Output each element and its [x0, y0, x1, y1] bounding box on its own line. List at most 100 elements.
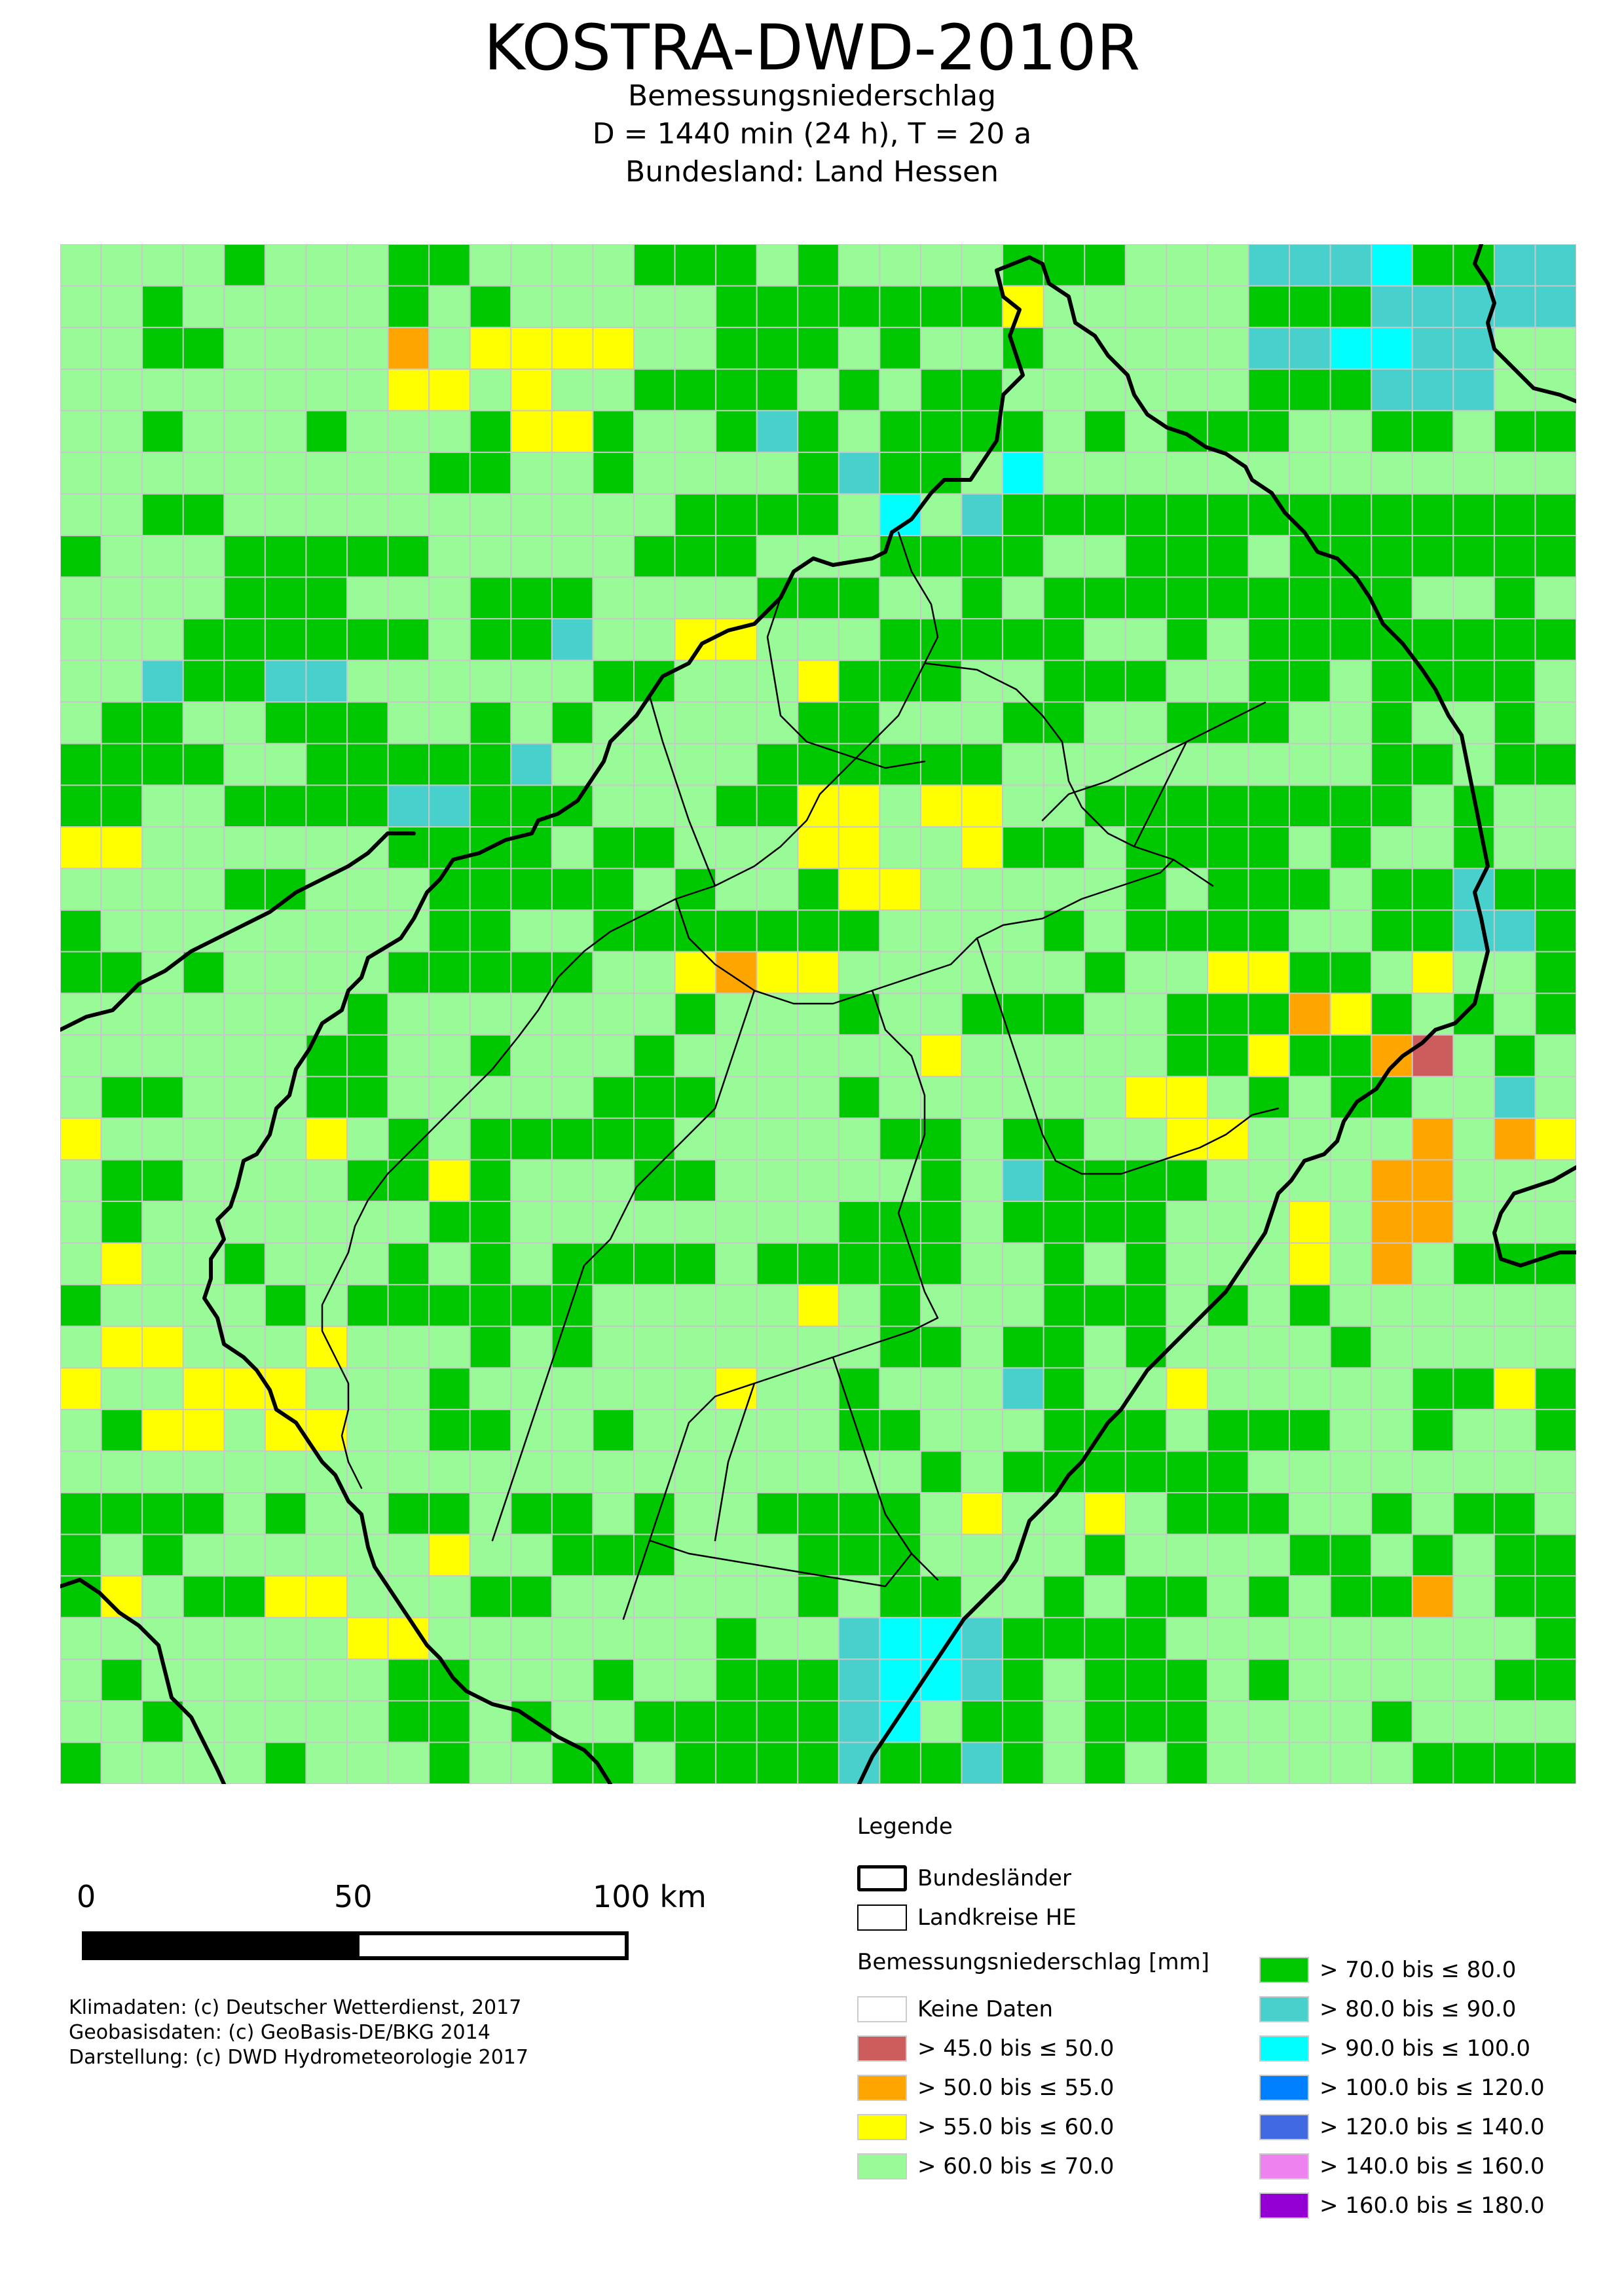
grid-cell	[633, 494, 676, 536]
scalebar-filled-segment	[86, 1935, 360, 1956]
grid-cell	[1371, 1118, 1413, 1160]
grid-cell	[674, 1617, 716, 1660]
grid-cell	[1330, 410, 1372, 453]
grid-cell	[716, 285, 758, 328]
grid-cell	[511, 1034, 553, 1077]
grid-cell	[1166, 1451, 1208, 1493]
grid-cell	[1412, 702, 1454, 744]
grid-cell	[346, 1118, 389, 1160]
grid-cell	[306, 535, 348, 578]
legend-label: > 80.0 bis ≤ 90.0	[1320, 1996, 1517, 2022]
grid-cell	[756, 1285, 798, 1327]
grid-cell	[1412, 285, 1454, 328]
grid-cell	[511, 619, 553, 661]
grid-cell	[1371, 660, 1413, 702]
grid-cell	[346, 1076, 389, 1119]
grid-cell	[265, 1201, 306, 1244]
grid-cell	[798, 910, 840, 953]
grid-cell	[1289, 1742, 1331, 1784]
grid-cell	[142, 1617, 184, 1660]
grid-cell	[961, 452, 1003, 494]
grid-cell	[1494, 494, 1536, 536]
grid-cell	[470, 1451, 511, 1493]
grid-cell	[1248, 369, 1290, 411]
grid-cell	[470, 327, 511, 370]
grid-cell	[388, 702, 430, 744]
grid-cell	[716, 452, 758, 494]
grid-cell	[798, 244, 840, 287]
grid-cell	[306, 1742, 348, 1784]
legend-swatch	[1259, 1957, 1309, 1983]
grid-cell	[1371, 1159, 1413, 1202]
grid-cell	[1166, 868, 1208, 911]
grid-cell	[60, 577, 102, 619]
grid-cell	[1412, 452, 1454, 494]
grid-cell	[1043, 1576, 1085, 1618]
grid-cell	[716, 785, 758, 828]
grid-cell	[306, 1159, 348, 1202]
grid-cell	[388, 1076, 430, 1119]
grid-cell	[1494, 1742, 1536, 1784]
grid-cell	[551, 1451, 593, 1493]
grid-cell	[306, 951, 348, 994]
grid-cell	[674, 1201, 716, 1244]
grid-cell	[511, 1742, 553, 1784]
grid-cell	[1371, 369, 1413, 411]
grid-cell	[593, 1534, 635, 1576]
grid-cell	[633, 785, 676, 828]
grid-cell	[346, 577, 389, 619]
grid-cell	[1084, 1493, 1126, 1535]
grid-cell	[1330, 826, 1372, 869]
grid-cell	[756, 619, 798, 661]
grid-cell	[1248, 1368, 1290, 1410]
grid-cell	[346, 494, 389, 536]
grid-cell	[388, 1493, 430, 1535]
grid-cell	[798, 993, 840, 1036]
grid-cell	[183, 1700, 225, 1743]
grid-cell	[1043, 951, 1085, 994]
grid-cell	[633, 1368, 676, 1410]
grid-cell	[1003, 410, 1044, 453]
grid-cell	[798, 327, 840, 370]
grid-cell	[429, 1034, 471, 1077]
grid-cell	[879, 1243, 921, 1285]
grid-cell	[756, 244, 798, 287]
grid-cell	[593, 743, 635, 786]
grid-cell	[674, 785, 716, 828]
grid-cell	[306, 1243, 348, 1285]
grid-cell	[511, 1368, 553, 1410]
grid-cell	[716, 1285, 758, 1327]
legend-value-header: Bemessungsniederschlag [mm]	[857, 1949, 1209, 1975]
grid-cell	[838, 1326, 880, 1368]
grid-cell	[879, 702, 921, 744]
grid-cell	[798, 1285, 840, 1327]
grid-cell	[674, 369, 716, 411]
grid-cell	[1125, 1617, 1167, 1660]
grid-cell	[1207, 868, 1249, 911]
grid-cell	[1494, 826, 1536, 869]
grid-cell	[306, 868, 348, 911]
grid-cell	[1330, 1534, 1372, 1576]
map-duration-return-period: D = 1440 min (24 h), T = 20 a	[592, 117, 1032, 151]
grid-cell	[224, 1285, 266, 1327]
grid-cell	[838, 619, 880, 661]
grid-cell	[470, 1243, 511, 1285]
grid-cell	[346, 868, 389, 911]
grid-cell	[1494, 577, 1536, 619]
grid-cell	[756, 1742, 798, 1784]
grid-cell	[961, 369, 1003, 411]
grid-cell	[1166, 1700, 1208, 1743]
legend-label: > 50.0 bis ≤ 55.0	[917, 2075, 1115, 2101]
grid-cell	[346, 1326, 389, 1368]
grid-cell	[879, 327, 921, 370]
grid-cell	[1330, 785, 1372, 828]
grid-cell	[1125, 494, 1167, 536]
grid-cell	[224, 1034, 266, 1077]
grid-cell	[551, 1159, 593, 1202]
grid-cell	[798, 1451, 840, 1493]
grid-cell	[633, 1700, 676, 1743]
grid-cell	[429, 702, 471, 744]
grid-cell	[1166, 1576, 1208, 1618]
grid-cell	[1166, 826, 1208, 869]
grid-cell	[224, 535, 266, 578]
